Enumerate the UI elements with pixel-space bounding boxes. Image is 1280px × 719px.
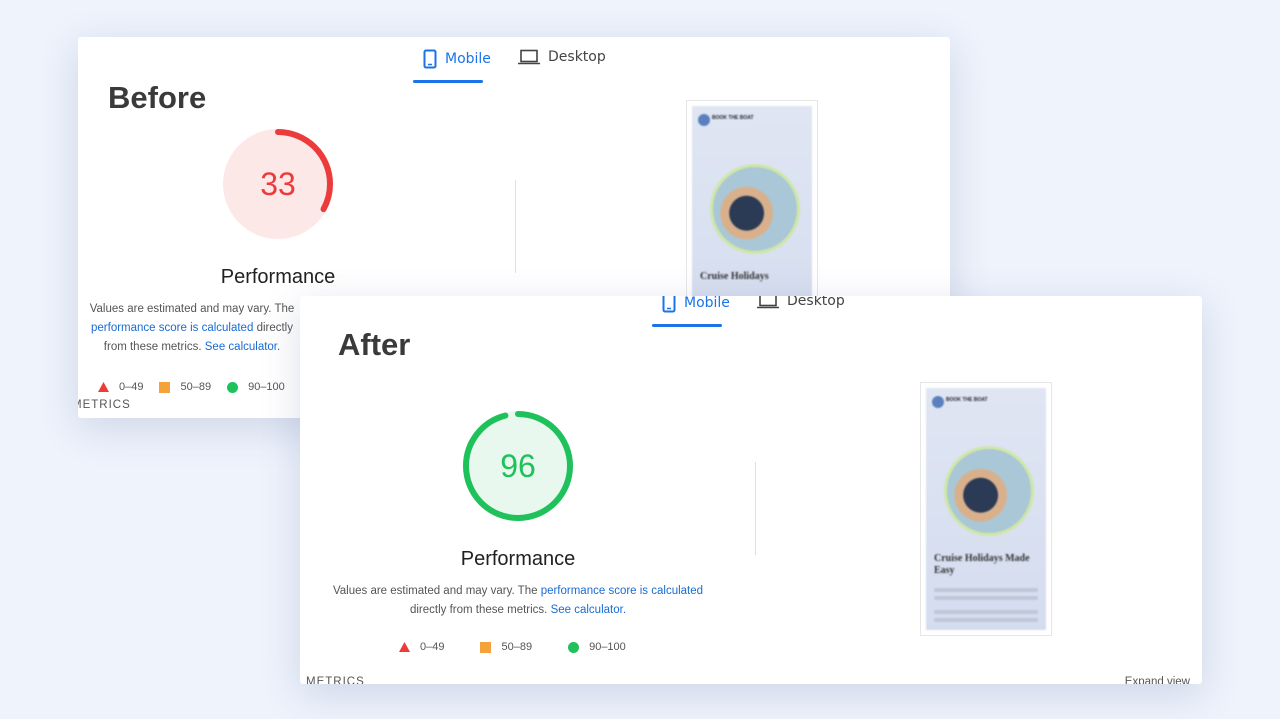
hero-photo (944, 446, 1034, 536)
category-label: Performance (220, 266, 336, 288)
phone-icon (662, 296, 676, 313)
score-gauge: 33 (223, 129, 333, 239)
laptop-icon (518, 49, 540, 65)
tab-desktop[interactable]: Desktop (757, 296, 845, 309)
expand-view-button[interactable]: Expand view (1124, 676, 1190, 684)
see-calculator-link[interactable]: See calculator. (550, 604, 627, 616)
gauge-background (463, 411, 573, 521)
score-calculated-link[interactable]: performance score is calculated (91, 322, 254, 334)
tab-mobile[interactable]: Mobile (423, 49, 491, 69)
square-icon (480, 641, 492, 653)
page-title: Before (108, 80, 207, 115)
legend-item: 50–89 (159, 381, 211, 393)
gauge-background (223, 129, 333, 239)
metrics-heading: METRICS (78, 399, 131, 411)
score-legend: 0–49 50–89 90–100 (98, 381, 301, 393)
gauge-arc (223, 129, 333, 239)
laptop-icon (757, 296, 779, 309)
hero-photo (710, 164, 800, 254)
score-calculated-link[interactable]: performance score is calculated (540, 585, 704, 597)
gauge-arc (463, 411, 573, 521)
score-value: 96 (500, 448, 536, 484)
after-report-card: Mobile Desktop After 96 Performance Valu… (300, 296, 1202, 684)
score-legend: 0–49 50–89 90–100 (399, 641, 662, 653)
active-tab-indicator (652, 324, 722, 327)
score-gauge: 96 (463, 411, 573, 521)
see-calculator-link[interactable]: See calculator. (204, 341, 281, 353)
tab-mobile[interactable]: Mobile (662, 296, 730, 313)
score-description: Values are estimated and may vary. The p… (332, 585, 704, 616)
legend-item: 90–100 (568, 641, 626, 653)
active-tab-indicator (413, 80, 483, 83)
brand-logo (932, 396, 944, 408)
tab-desktop[interactable]: Desktop (518, 49, 606, 65)
square-icon (159, 381, 171, 393)
page-screenshot-thumbnail: BOOK THE BOAT Cruise Holidays Made Easy (920, 382, 1052, 636)
brand-logo (698, 114, 710, 126)
page-title: After (338, 327, 411, 362)
score-description: Values are estimated and may vary. The p… (89, 303, 295, 353)
legend-item: 90–100 (227, 381, 285, 393)
category-label: Performance (460, 548, 576, 570)
metrics-heading: METRICS (306, 676, 365, 684)
legend-item: 0–49 (399, 641, 444, 653)
triangle-icon (399, 642, 410, 652)
divider (515, 180, 516, 273)
circle-icon (568, 641, 580, 653)
phone-icon (423, 49, 437, 69)
triangle-icon (98, 382, 109, 392)
circle-icon (227, 381, 239, 393)
score-value: 33 (260, 166, 296, 202)
divider (755, 462, 756, 555)
legend-item: 0–49 (98, 381, 143, 393)
legend-item: 50–89 (480, 641, 532, 653)
